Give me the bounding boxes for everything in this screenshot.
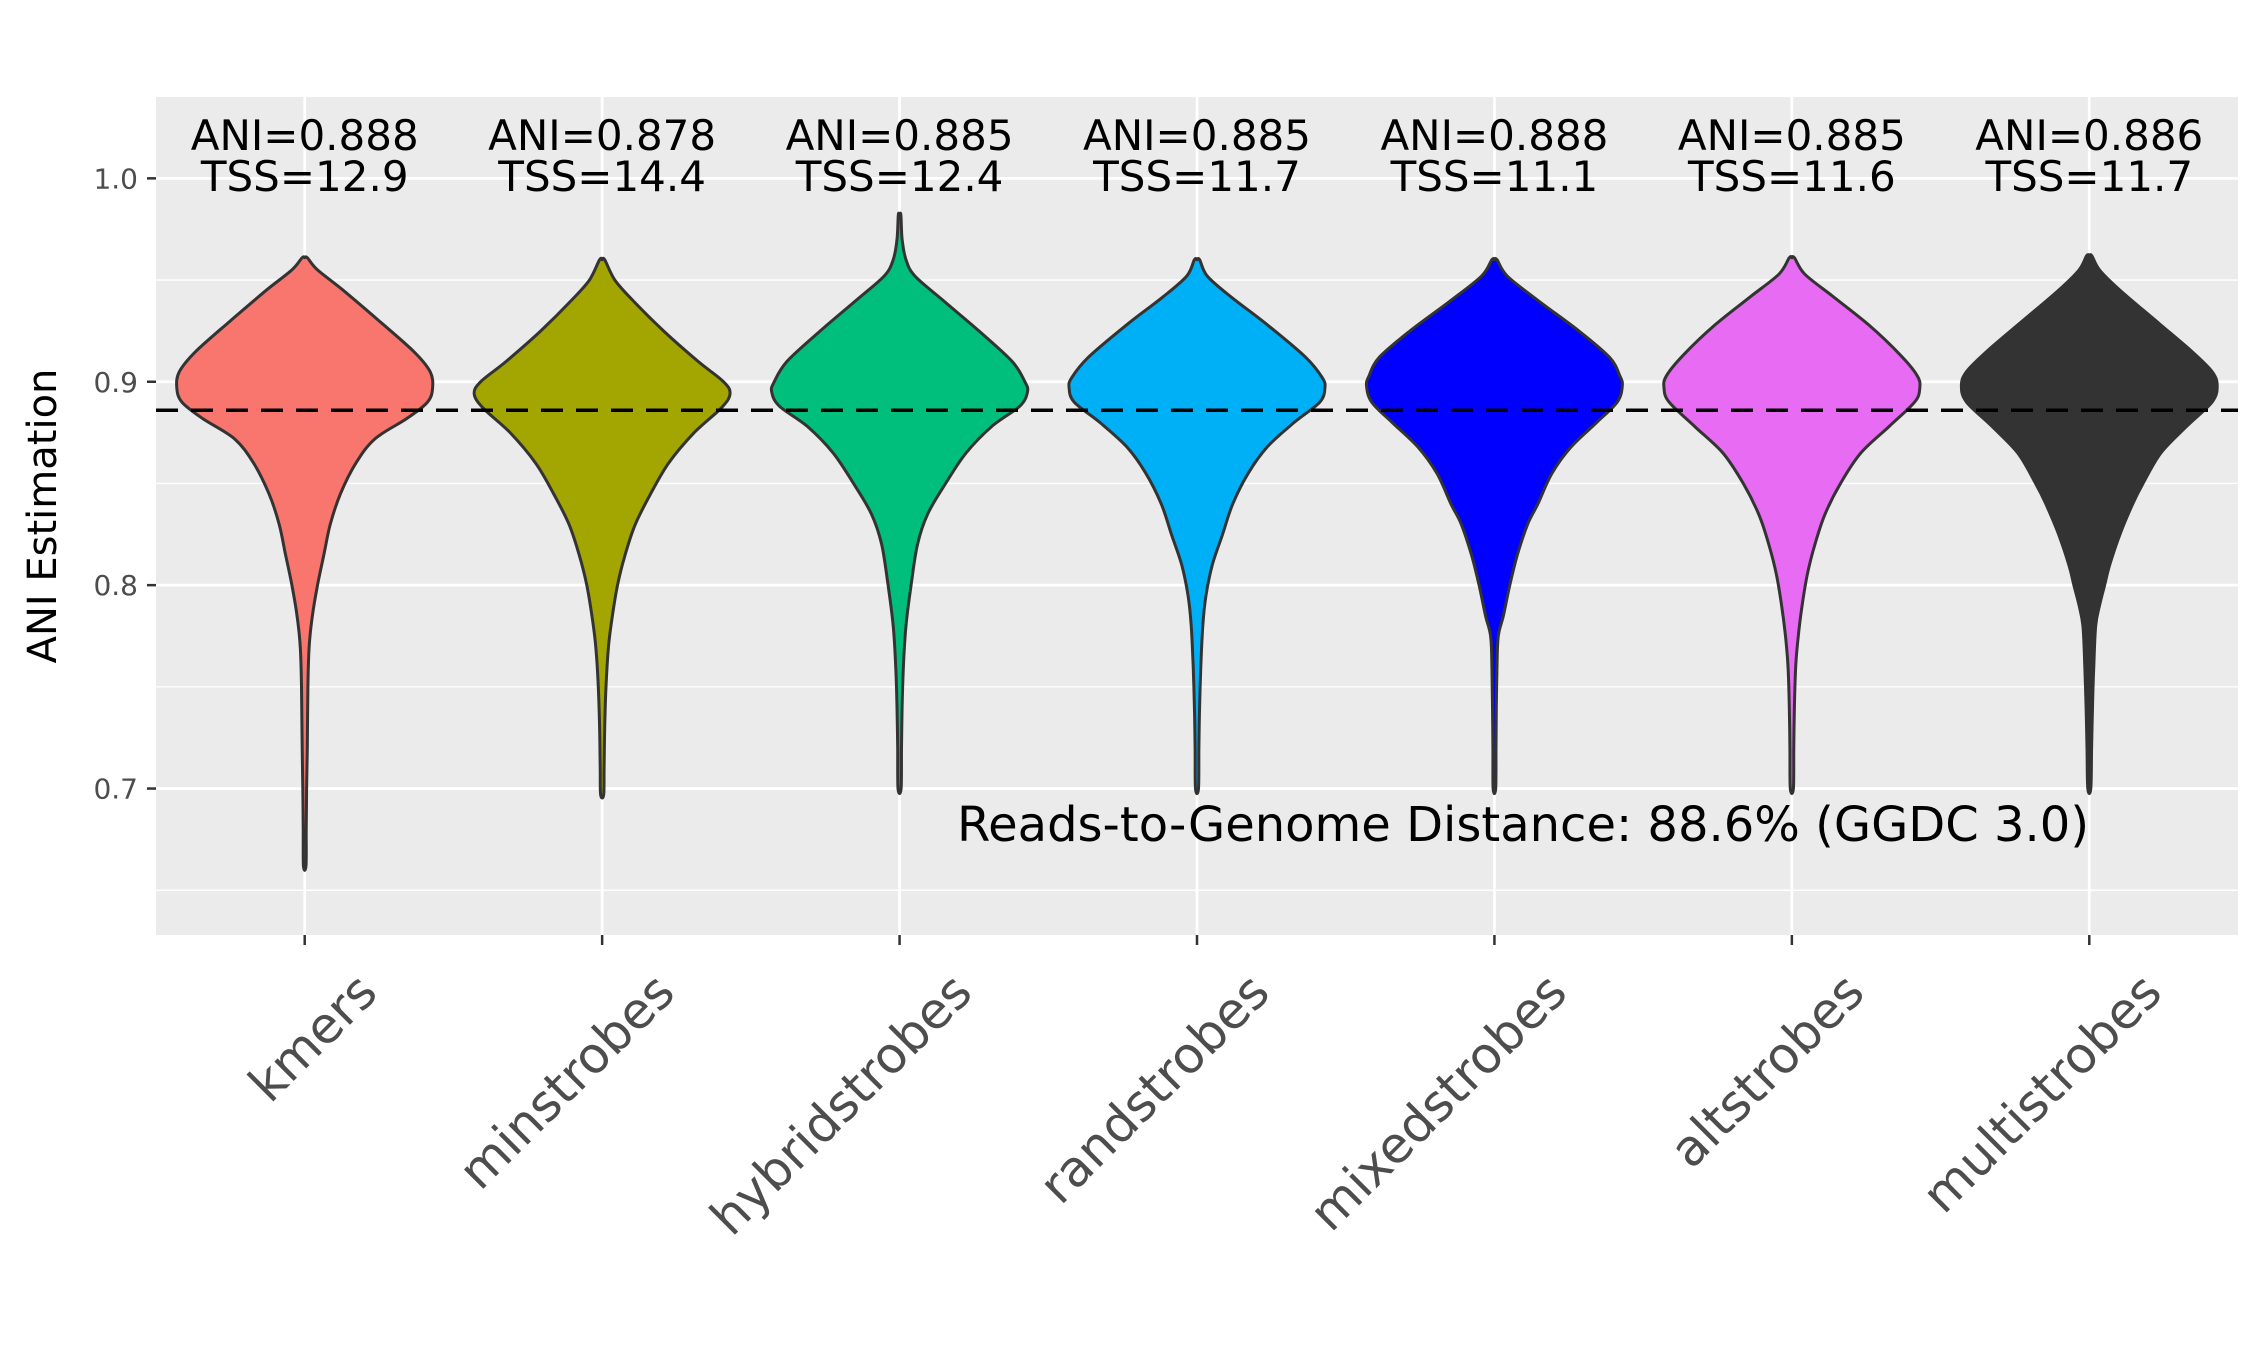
stat-labels: ANI=0.888TSS=12.9ANI=0.878TSS=14.4ANI=0.… (191, 111, 2204, 201)
y-axis: 0.7 0.8 0.9 1.0 (93, 162, 156, 806)
ani-label-altstrobes: ANI=0.885 (1678, 111, 1906, 160)
tss-label-kmers: TSS=12.9 (200, 152, 409, 201)
violin-hybridstrobes (769, 211, 1030, 796)
x-tick-label: altstrobes (1659, 962, 1876, 1179)
y-tick-label: 1.0 (93, 162, 138, 195)
x-tick-label: multistrobes (1911, 962, 2173, 1224)
violin-altstrobes (1662, 255, 1922, 796)
ani-label-mixedstrobes: ANI=0.888 (1380, 111, 1608, 160)
y-tick-label: 0.9 (93, 366, 138, 399)
tss-label-minstrobes: TSS=14.4 (497, 152, 706, 201)
violins (175, 211, 2219, 872)
tss-label-mixedstrobes: TSS=11.1 (1390, 152, 1599, 201)
violin-multistrobes (1959, 253, 2219, 796)
violin-mixedstrobes (1364, 257, 1624, 796)
violin-minstrobes (472, 256, 732, 800)
y-tick-label: 0.8 (93, 569, 138, 602)
y-axis-title: ANI Estimation (20, 369, 66, 664)
x-tick-label: mixedstrobes (1298, 962, 1578, 1242)
tss-label-multistrobes: TSS=11.7 (1984, 152, 2193, 201)
x-tick-label: minstrobes (448, 962, 686, 1200)
ani-label-kmers: ANI=0.888 (191, 111, 419, 160)
reads-to-genome-annotation: Reads-to-Genome Distance: 88.6% (GGDC 3.… (957, 797, 2089, 853)
ani-label-hybridstrobes: ANI=0.885 (786, 111, 1014, 160)
x-tick-label: hybridstrobes (699, 962, 983, 1246)
x-tick-label: kmers (238, 962, 389, 1113)
tss-label-randstrobes: TSS=11.7 (1092, 152, 1301, 201)
x-tick-label: randstrobes (1028, 962, 1280, 1214)
ani-label-multistrobes: ANI=0.886 (1975, 111, 2203, 160)
tss-label-hybridstrobes: TSS=12.4 (795, 152, 1004, 201)
ani-label-randstrobes: ANI=0.885 (1083, 111, 1311, 160)
ani-label-minstrobes: ANI=0.878 (488, 111, 716, 160)
tss-label-altstrobes: TSS=11.6 (1687, 152, 1896, 201)
y-tick-label: 0.7 (93, 773, 138, 806)
violin-randstrobes (1067, 257, 1327, 796)
x-axis: kmers minstrobes hybridstrobes randstrobes m… (238, 935, 2173, 1246)
